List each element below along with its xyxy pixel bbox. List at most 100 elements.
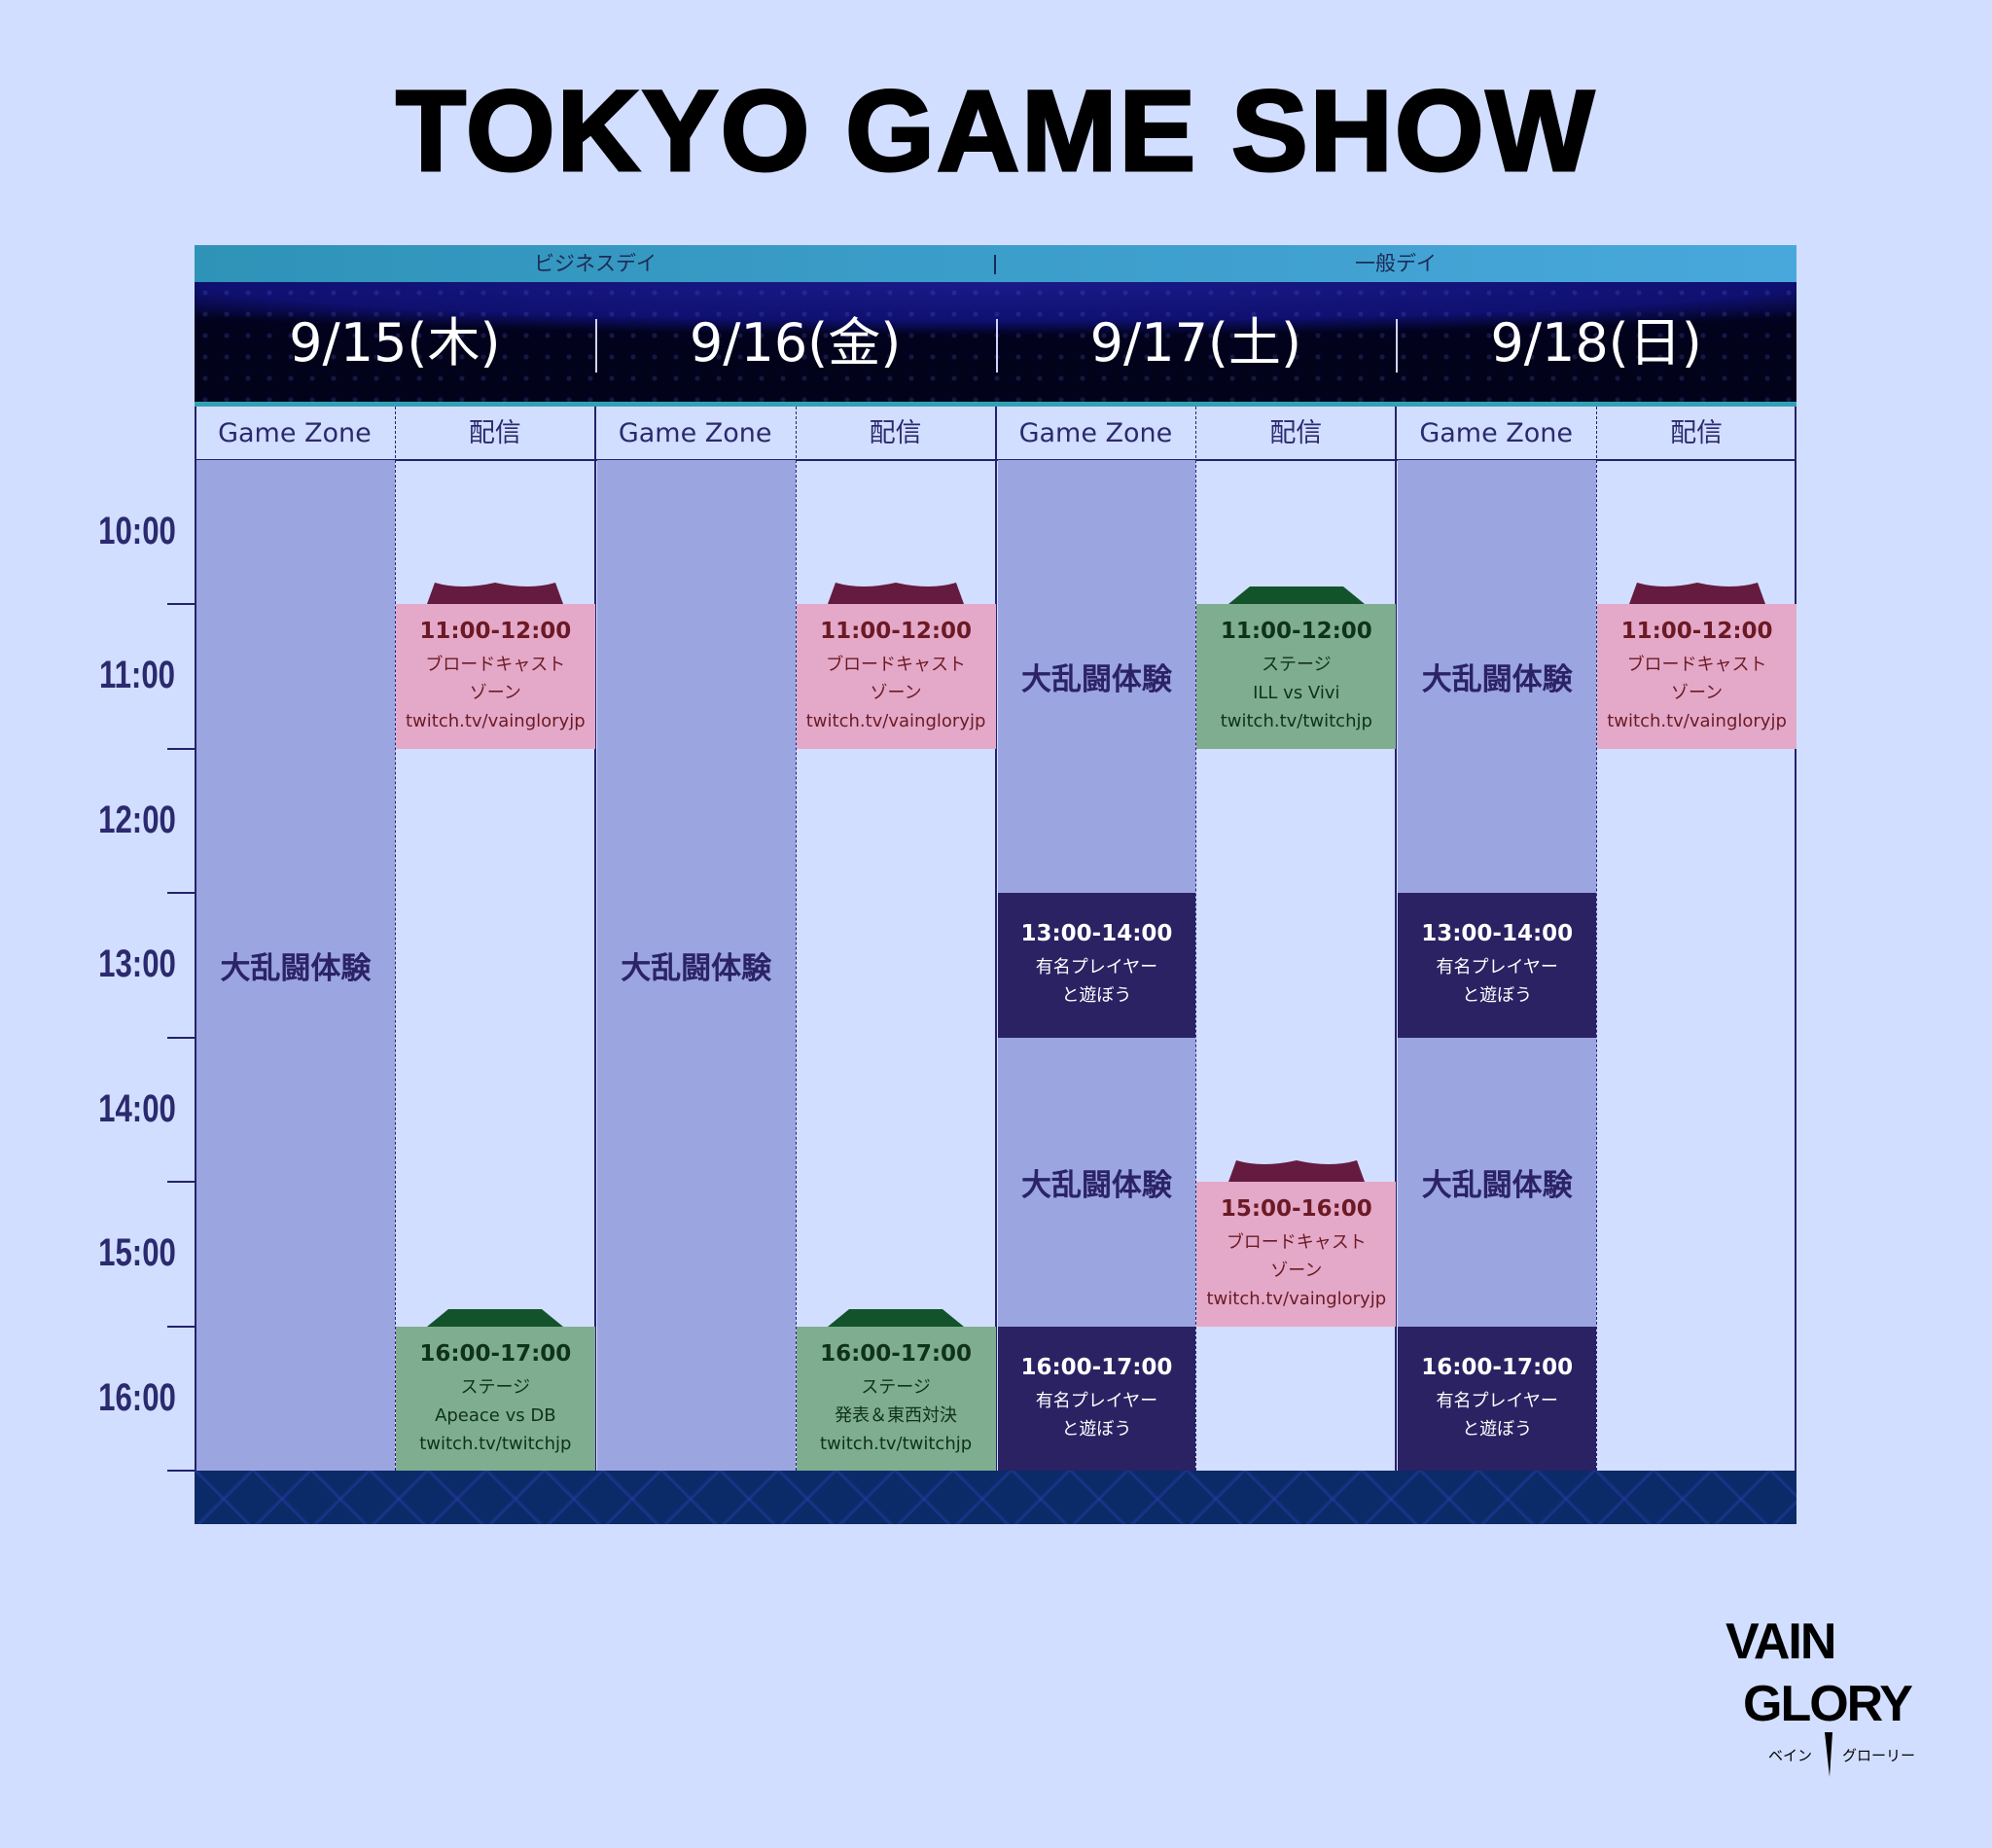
date-label: 9/17(土) (1089, 312, 1302, 373)
column-divider (394, 407, 396, 1471)
header-stream: 配信 (468, 418, 521, 448)
event-detail: twitch.tv/twitchjp (1220, 711, 1372, 732)
broadcast-event[interactable]: 11:00-12:00 ブロードキャスト ゾーン twitch.tv/vainglor… (796, 604, 996, 749)
header-game-zone: Game Zone (618, 418, 772, 448)
event-detail: 有名プレイヤー (1035, 957, 1158, 978)
event-detail: 発表＆東西対決 (835, 1404, 958, 1426)
event-time: 11:00-12:00 (1620, 619, 1773, 645)
event-time: 16:00-17:00 (820, 1340, 973, 1367)
game-zone-block[interactable]: 大乱闘体験 (1398, 460, 1597, 894)
event-title: 大乱闘体験 (1020, 1167, 1172, 1203)
event-detail: twitch.tv/vaingloryjp (405, 711, 586, 732)
event-time: 13:00-14:00 (1020, 921, 1173, 947)
column-divider (593, 407, 596, 1471)
broadcast-event[interactable]: 15:00-16:00 ブロードキャスト ゾーン twitch.tv/vainglor… (1196, 1182, 1397, 1327)
event-detail: twitch.tv/vaingloryjp (1206, 1289, 1387, 1310)
event-time: 16:00-17:00 (1020, 1354, 1173, 1380)
event-detail: 有名プレイヤー (1436, 1390, 1558, 1411)
game-zone-block[interactable]: 大乱闘体験 (997, 460, 1196, 894)
logo-line2: GLORY (1743, 1676, 1912, 1732)
hour-tick (167, 747, 195, 750)
header-row-divider (195, 459, 1796, 461)
stage-tab-icon (828, 1308, 965, 1327)
event-detail: 有名プレイヤー (1436, 957, 1558, 978)
stage-event[interactable]: 16:00-17:00 ステージ Apeace vs DB twitch.tv/twi… (395, 1326, 595, 1471)
date-divider (995, 319, 998, 373)
hour-tick (167, 603, 195, 606)
header-stream: 配信 (1670, 418, 1724, 448)
hour-tick (167, 1325, 195, 1328)
stage-tab-icon (427, 1308, 564, 1327)
broadcast-tab-icon (828, 583, 965, 605)
game-zone-block[interactable]: 大乱闘体験 (1398, 1037, 1597, 1327)
logo-kana-right: グローリー (1842, 1747, 1915, 1764)
header-game-zone: Game Zone (1018, 418, 1173, 448)
header-divider (195, 402, 1796, 407)
logo-spike-icon (1825, 1732, 1832, 1777)
game-zone-block[interactable]: 大乱闘体験 (196, 460, 395, 1471)
time-label: 14:00 (98, 1086, 176, 1130)
broadcast-event[interactable]: 11:00-12:00 ブロードキャスト ゾーン twitch.tv/vainglor… (395, 604, 595, 749)
footer-pattern-band (195, 1471, 1796, 1524)
event-title: 大乱闘体験 (1421, 1167, 1573, 1203)
time-label: 12:00 (98, 798, 176, 841)
broadcast-event[interactable]: 11:00-12:00 ブロードキャスト ゾーン twitch.tv/vainglor… (1597, 604, 1796, 749)
date-divider (594, 319, 597, 373)
date-divider (1396, 319, 1399, 373)
header-game-zone: Game Zone (218, 418, 372, 448)
event-detail: Apeace vs DB (435, 1404, 556, 1426)
event-title: 大乱闘体験 (1421, 662, 1573, 698)
page-title: TOKYO GAME SHOW (394, 67, 1597, 196)
broadcast-tab-icon (427, 583, 564, 605)
hour-tick (167, 1036, 195, 1039)
featured-player-event[interactable]: 16:00-17:00 有名プレイヤー と遊ぼう (997, 1326, 1196, 1471)
hour-tick (167, 1181, 195, 1184)
event-title: 大乱闘体験 (621, 951, 772, 986)
event-detail: ブロードキャスト (1626, 655, 1767, 676)
business-day-label: ビジネスデイ (534, 252, 657, 275)
broadcast-tab-icon (1227, 1160, 1365, 1183)
date-label: 9/15(木) (289, 312, 501, 373)
time-label: 11:00 (98, 654, 176, 697)
featured-player-event[interactable]: 13:00-14:00 有名プレイヤー と遊ぼう (997, 893, 1196, 1038)
event-detail: ゾーン (870, 683, 922, 704)
event-time: 11:00-12:00 (1220, 619, 1372, 645)
header-game-zone: Game Zone (1419, 418, 1574, 448)
event-time: 16:00-17:00 (1421, 1354, 1574, 1380)
stage-event[interactable]: 11:00-12:00 ステージ ILL vs Vivi twitch.tv/twit… (1196, 604, 1397, 749)
column-divider (1195, 407, 1197, 1471)
game-zone-block[interactable]: 大乱闘体験 (596, 460, 796, 1471)
event-detail: ゾーン (1671, 683, 1724, 704)
event-time: 11:00-12:00 (419, 619, 572, 645)
event-detail: と遊ぼう (1061, 1418, 1132, 1439)
featured-player-event[interactable]: 13:00-14:00 有名プレイヤー と遊ぼう (1398, 893, 1597, 1038)
event-detail: ブロードキャスト (425, 655, 566, 676)
event-detail: と遊ぼう (1462, 985, 1533, 1007)
event-title: 大乱闘体験 (1020, 662, 1172, 698)
column-divider (795, 407, 797, 1471)
schedule-grid (195, 407, 1796, 1471)
event-time: 11:00-12:00 (820, 619, 973, 645)
event-detail: ゾーン (1270, 1261, 1323, 1282)
event-detail: と遊ぼう (1061, 985, 1132, 1007)
column-divider (1395, 407, 1398, 1471)
event-detail: ステージ (861, 1376, 931, 1398)
time-label: 16:00 (98, 1375, 176, 1419)
event-time: 13:00-14:00 (1421, 921, 1574, 947)
event-detail: ステージ (1261, 655, 1332, 676)
event-detail: twitch.tv/vaingloryjp (1607, 711, 1787, 732)
event-detail: twitch.tv/twitchjp (419, 1433, 572, 1454)
event-detail: twitch.tv/vaingloryjp (805, 711, 986, 732)
event-detail: ゾーン (469, 683, 521, 704)
event-detail: twitch.tv/twitchjp (819, 1433, 973, 1454)
hour-tick (167, 1470, 195, 1472)
header-stream: 配信 (1269, 418, 1323, 448)
date-header-band: 9/15(木) 9/16(金) 9/17(土) 9/18(日) (195, 282, 1796, 404)
game-zone-block[interactable]: 大乱闘体験 (997, 1037, 1196, 1327)
event-title: 大乱闘体験 (220, 951, 372, 986)
vainglory-logo: VAIN GLORY ベイン グローリー (1725, 1614, 1915, 1777)
featured-player-event[interactable]: 16:00-17:00 有名プレイヤー と遊ぼう (1398, 1326, 1597, 1471)
event-detail: ステージ (460, 1376, 531, 1398)
day-type-divider (994, 255, 996, 274)
stage-event[interactable]: 16:00-17:00 ステージ発表＆東西対決 twitch.tv/twitchjp (796, 1326, 996, 1471)
